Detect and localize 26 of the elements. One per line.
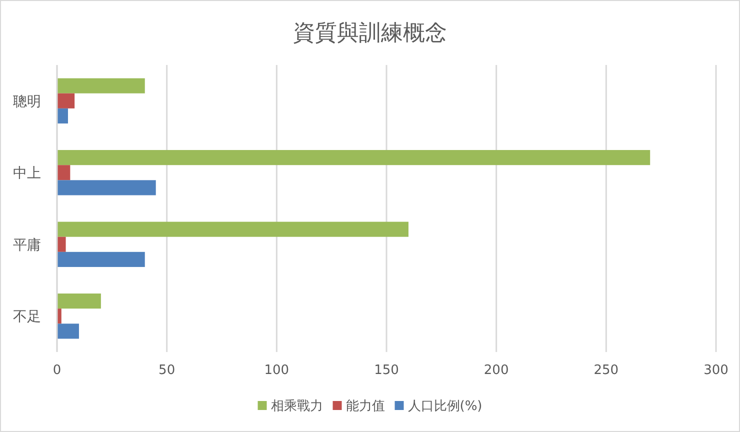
bar	[57, 93, 75, 108]
bar	[57, 236, 66, 252]
x-tick-label: 0	[52, 363, 62, 378]
bar	[57, 108, 68, 124]
y-tick-label: 聰明	[13, 94, 41, 110]
bar	[57, 324, 79, 339]
x-tick-label: 300	[704, 363, 728, 378]
bar	[57, 180, 156, 196]
bar	[57, 252, 145, 267]
bar	[57, 165, 70, 180]
y-tick-label: 中上	[13, 166, 41, 182]
bar	[57, 150, 650, 166]
x-tick-label: 100	[264, 363, 290, 378]
x-tick-label: 250	[594, 363, 619, 378]
x-tick-label: 200	[484, 363, 509, 378]
legend-label: 相乘戰力	[270, 399, 323, 414]
y-tick-label: 不足	[13, 309, 41, 326]
legend-label: 人口比例(%)	[408, 399, 482, 414]
bar	[57, 222, 408, 237]
chart-title: 資質與訓練概念	[293, 21, 447, 46]
bar	[57, 78, 145, 94]
y-tick-label: 平庸	[13, 237, 41, 254]
bar	[57, 294, 101, 309]
x-tick-label: 150	[374, 363, 399, 378]
x-tick-label: 50	[158, 363, 176, 378]
legend-label: 能力值	[346, 399, 385, 414]
